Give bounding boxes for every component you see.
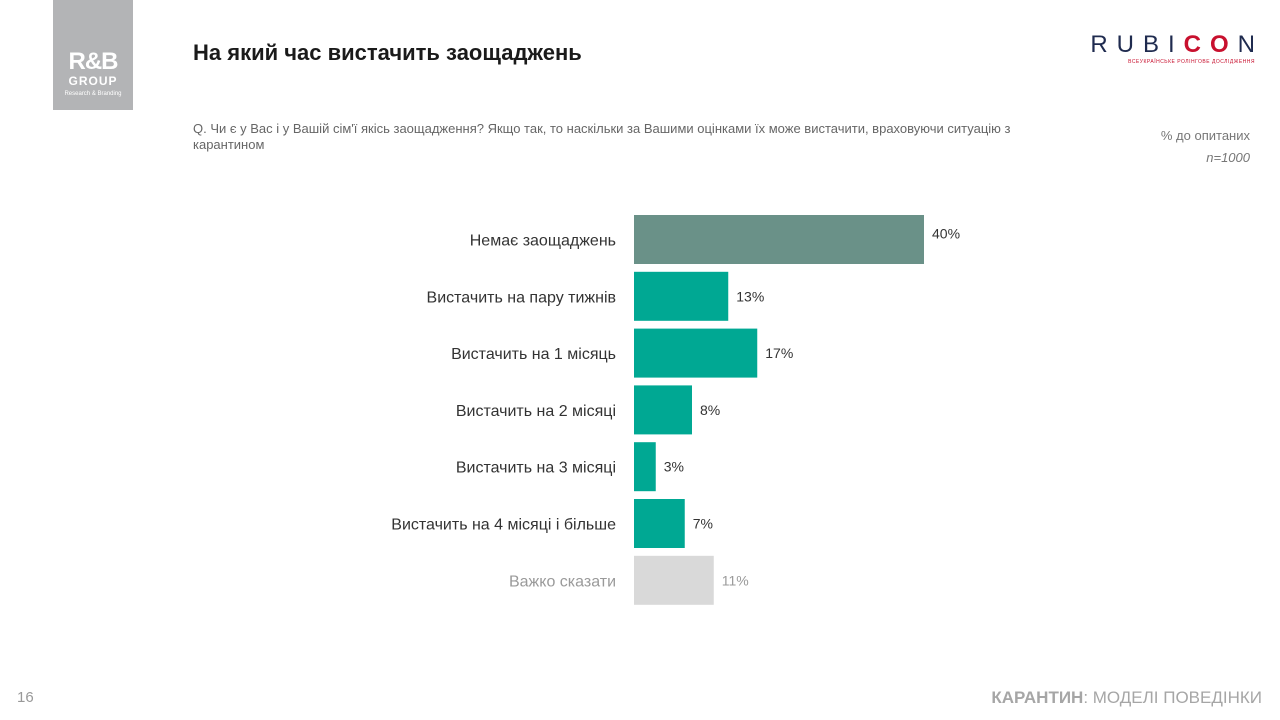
category-label-2: Вистачить на 1 місяць: [451, 346, 616, 363]
value-label-1: 13%: [736, 288, 764, 304]
slide-title: На який час вистачить заощаджень: [193, 40, 582, 65]
value-label-4: 3%: [664, 459, 684, 475]
rubicon-tagline: ВСЕУКРАЇНСЬКЕ РОЛІНГОВЕ ДОСЛІДЖЕННЯ: [1128, 59, 1255, 65]
value-label-3: 8%: [700, 402, 720, 418]
rb-group-logo: R&B GROUP Research & Branding: [53, 0, 133, 110]
value-label-2: 17%: [765, 345, 793, 361]
footer-section: КАРАНТИН: МОДЕЛІ ПОВЕДІНКИ: [991, 688, 1262, 708]
brand-accent: CO: [1183, 31, 1238, 58]
footer-section-rest: : МОДЕЛІ ПОВЕДІНКИ: [1083, 688, 1262, 707]
category-label-6: Важко сказати: [509, 573, 616, 590]
brand-post: N: [1237, 31, 1264, 58]
rubicon-logo: RUBICON ВСЕУКРАЇНСЬКЕ РОЛІНГОВЕ ДОСЛІДЖЕ…: [1090, 32, 1255, 66]
bar-1: [634, 271, 729, 321]
base-unit: % до опитаних: [1160, 128, 1250, 143]
bar-4: [634, 442, 656, 492]
logo-main-text: R&B: [68, 48, 119, 75]
category-label-4: Вистачить на 3 місяці: [456, 460, 616, 477]
logo-tagline: Research & Branding: [64, 91, 122, 97]
category-label-3: Вистачить на 2 місяці: [456, 403, 616, 420]
survey-question: Q. Чи є у Вас і у Вашій сім'ї якісь заощ…: [193, 121, 1011, 152]
bar-3: [634, 385, 692, 435]
category-label-5: Вистачить на 4 місяці і більше: [391, 517, 616, 534]
bar-0: [634, 215, 924, 264]
category-label-0: Немає заощаджень: [470, 233, 616, 250]
value-label-5: 7%: [693, 516, 713, 532]
base-n: n=1000: [1206, 150, 1250, 165]
sample-base: % до опитаних n=1000: [1161, 125, 1250, 169]
bar-6: [634, 555, 714, 605]
footer-section-bold: КАРАНТИН: [991, 688, 1084, 707]
brand-pre: RUBI: [1090, 31, 1184, 58]
category-label-1: Вистачить на пару тижнів: [427, 289, 616, 306]
value-label-6: 11%: [722, 572, 749, 588]
value-label-0: 40%: [932, 226, 960, 242]
bar-2: [634, 328, 758, 378]
page-number: 16: [17, 689, 34, 706]
logo-sub-text: GROUP: [68, 74, 118, 88]
bar-5: [634, 499, 685, 548]
rubicon-wordmark: RUBICON: [1090, 32, 1264, 58]
